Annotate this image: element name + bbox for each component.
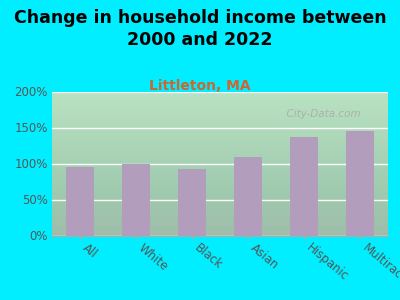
Text: City-Data.com: City-Data.com [280,109,361,119]
Bar [122,164,150,236]
Bar [178,169,206,236]
Text: Littleton, MA: Littleton, MA [149,80,251,94]
Bar [234,157,262,236]
Text: Change in household income between
2000 and 2022: Change in household income between 2000 … [14,9,386,49]
Bar [290,137,318,236]
Bar [66,167,94,236]
Bar [346,131,374,236]
